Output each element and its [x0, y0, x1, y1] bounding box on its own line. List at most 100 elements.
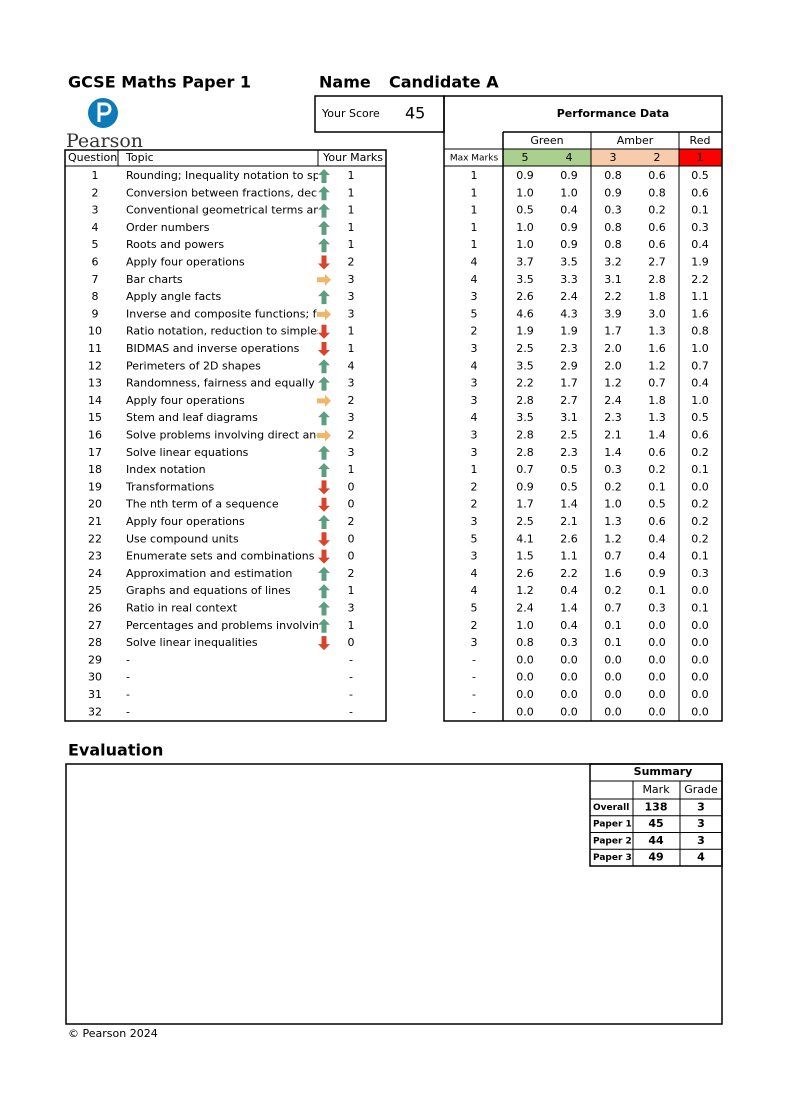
question-number: 24: [88, 567, 102, 580]
max-mark: 1: [471, 169, 478, 182]
grade-threshold: 1.1: [691, 290, 709, 303]
grade-threshold: 3.9: [604, 307, 622, 320]
topic: Transformations: [125, 480, 215, 493]
summary-column: Grade: [684, 783, 718, 796]
grade-threshold: 1.0: [516, 186, 534, 199]
question-number: 8: [92, 290, 99, 303]
grade-threshold: 0.1: [691, 204, 709, 217]
your-mark: 1: [348, 169, 355, 182]
grade-threshold: 0.8: [604, 169, 622, 182]
grade-threshold: 2.4: [560, 290, 578, 303]
grade-threshold: 0.4: [691, 238, 709, 251]
topic: -: [126, 705, 130, 718]
grade-threshold: 1.2: [516, 584, 534, 597]
grade-threshold: 0.6: [648, 238, 666, 251]
summary-title: Summary: [634, 765, 693, 778]
max-mark: 4: [471, 567, 478, 580]
title: GCSE Maths Paper 1: [68, 73, 251, 92]
footer: © Pearson 2024: [68, 1027, 158, 1040]
grade-threshold: 0.7: [516, 463, 534, 476]
grade-threshold: 0.0: [560, 671, 578, 684]
topic: Inverse and composite functions; fo: [126, 307, 324, 320]
trend-arrow: [318, 342, 330, 356]
max-mark: 5: [471, 532, 478, 545]
red-header: [679, 149, 722, 166]
question-number: 9: [92, 307, 99, 320]
topic: Ratio notation, reduction to simples: [126, 325, 323, 338]
score: 45: [405, 104, 425, 123]
grade-threshold: 0.0: [560, 653, 578, 666]
summary-mark: 44: [648, 834, 664, 847]
logo-letter: [97, 102, 112, 122]
max-mark: 1: [471, 221, 478, 234]
summary-grade: 3: [697, 834, 705, 847]
grade-label: 5: [522, 151, 529, 164]
grade-threshold: 0.0: [648, 619, 666, 632]
grade-threshold: 2.9: [560, 359, 578, 372]
your-mark: 0: [348, 498, 355, 511]
trend-arrow: [317, 308, 331, 321]
trend-arrow: [318, 601, 330, 616]
grade-threshold: 1.0: [516, 619, 534, 632]
grade-threshold: 0.4: [560, 584, 578, 597]
topic: Stem and leaf diagrams: [126, 411, 258, 424]
grade-threshold: 0.7: [604, 550, 622, 563]
column-header: Topic: [125, 151, 154, 164]
grade-label: 3: [610, 151, 617, 164]
grade-threshold: 0.0: [516, 671, 534, 684]
your-mark: 0: [348, 480, 355, 493]
trend-arrow: [318, 566, 330, 581]
green-header: [503, 149, 591, 166]
grade-threshold: 2.6: [516, 567, 534, 580]
grade-threshold: 3.2: [604, 256, 622, 269]
summary-mark: 45: [648, 817, 663, 830]
trend-arrow: [318, 169, 330, 183]
grade-threshold: 0.0: [691, 480, 709, 493]
grade-threshold: 0.5: [691, 411, 709, 424]
max-mark: 2: [471, 498, 478, 511]
grade-threshold: 1.0: [604, 498, 622, 511]
grade-threshold: 0.4: [648, 550, 666, 563]
your-mark: 1: [348, 221, 355, 234]
grade-threshold: 2.5: [516, 515, 534, 528]
grade-threshold: 0.0: [604, 688, 622, 701]
max-mark: 1: [471, 463, 478, 476]
grade-threshold: 0.9: [560, 221, 578, 234]
grade-threshold: 2.2: [516, 377, 534, 390]
performance-title: Performance Data: [557, 107, 669, 120]
grade-threshold: 1.7: [516, 498, 534, 511]
summary-label: Overall: [593, 803, 629, 813]
group-label: Green: [530, 134, 563, 147]
grade-threshold: 1.0: [560, 186, 578, 199]
grade-threshold: 0.7: [604, 602, 622, 615]
question-number: 2: [92, 186, 99, 199]
logo-text: Pearson: [66, 130, 143, 152]
grade-threshold: 0.3: [604, 463, 622, 476]
max-mark: 4: [471, 273, 478, 286]
grade-threshold: 0.0: [691, 584, 709, 597]
summary-column: Mark: [642, 783, 670, 796]
grade-threshold: 0.5: [560, 463, 578, 476]
topic: Conventional geometrical terms an: [126, 204, 320, 217]
max-mark: 5: [471, 602, 478, 615]
grade-threshold: 2.0: [604, 342, 622, 355]
your-mark: -: [349, 705, 353, 718]
topic: Percentages and problems involving: [126, 619, 326, 632]
grade-threshold: 0.2: [604, 480, 622, 493]
grade-threshold: 0.2: [604, 584, 622, 597]
grade-threshold: 1.5: [516, 550, 534, 563]
grade-threshold: 0.0: [516, 653, 534, 666]
summary-label: Paper 1: [593, 820, 632, 830]
grade-threshold: 0.6: [691, 186, 709, 199]
grade-threshold: 3.0: [648, 307, 666, 320]
grade-threshold: 0.9: [516, 480, 534, 493]
question-number: 7: [92, 273, 99, 286]
trend-arrow: [318, 238, 330, 253]
grade-threshold: 0.2: [691, 498, 709, 511]
question-number: 12: [88, 359, 102, 372]
grade-threshold: 0.0: [691, 653, 709, 666]
grade-threshold: 0.8: [691, 325, 709, 338]
group-label: Amber: [617, 134, 654, 147]
grade-threshold: 1.0: [516, 221, 534, 234]
topic: Randomness, fairness and equally li: [126, 377, 324, 390]
